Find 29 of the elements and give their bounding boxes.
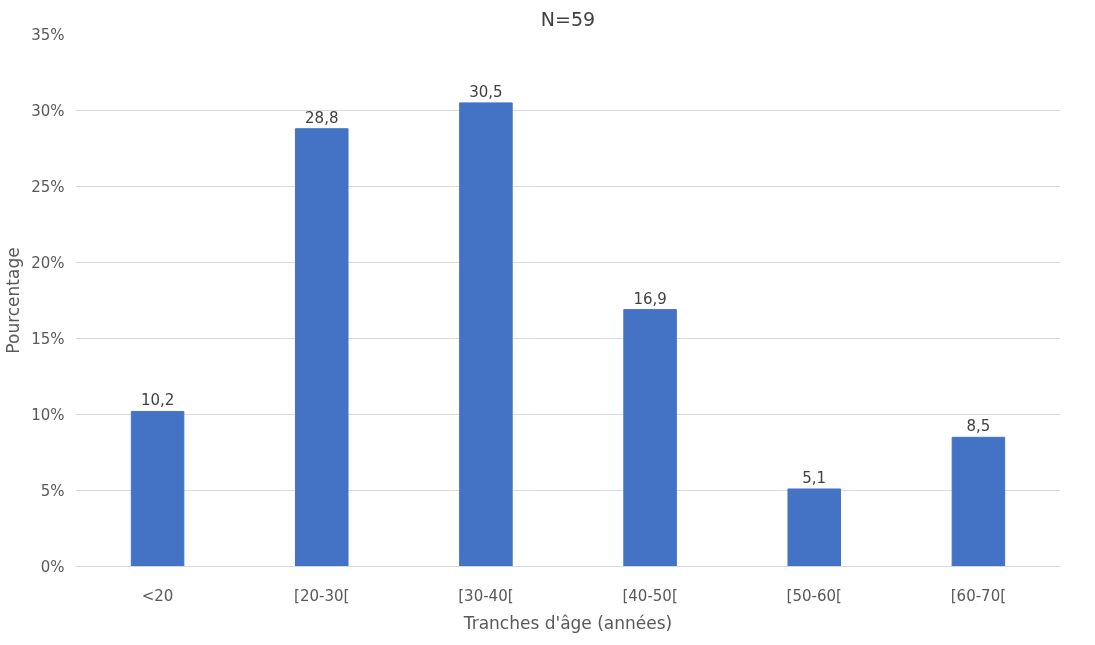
bar xyxy=(294,128,349,567)
bar xyxy=(787,488,842,567)
bar xyxy=(951,436,1006,567)
bar xyxy=(130,410,185,567)
x-tick-label: [20-30[ xyxy=(294,586,350,605)
bar xyxy=(459,102,513,567)
y-tick-label: 30% xyxy=(31,101,65,120)
y-tick-label: 20% xyxy=(31,253,65,272)
y-tick-label: 5% xyxy=(40,481,65,500)
x-tick-label: [30-40[ xyxy=(458,586,514,605)
x-tick-label: [40-50[ xyxy=(622,586,678,605)
x-tick-label: [60-70[ xyxy=(950,586,1007,605)
data-label: 5,1 xyxy=(802,468,827,487)
y-tick-label: 0% xyxy=(40,557,65,576)
y-tick-label: 15% xyxy=(31,329,65,348)
y-tick-label: 35% xyxy=(31,25,65,44)
data-label: 30,5 xyxy=(469,82,503,101)
data-label: 10,2 xyxy=(140,391,175,410)
chart-title: N=59 xyxy=(540,7,596,30)
y-tick-label: 25% xyxy=(31,177,65,196)
data-label: 8,5 xyxy=(966,417,991,436)
data-label: 28,8 xyxy=(305,108,339,127)
y-tick-label: 10% xyxy=(31,405,65,424)
bar xyxy=(623,309,677,567)
y-axis-title: Pourcentage xyxy=(3,247,24,354)
x-axis-title: Tranches d'âge (années) xyxy=(462,612,673,633)
x-tick-label: [50-60[ xyxy=(786,586,842,605)
x-tick-label: <20 xyxy=(141,586,174,605)
data-label: 16,9 xyxy=(633,289,667,308)
